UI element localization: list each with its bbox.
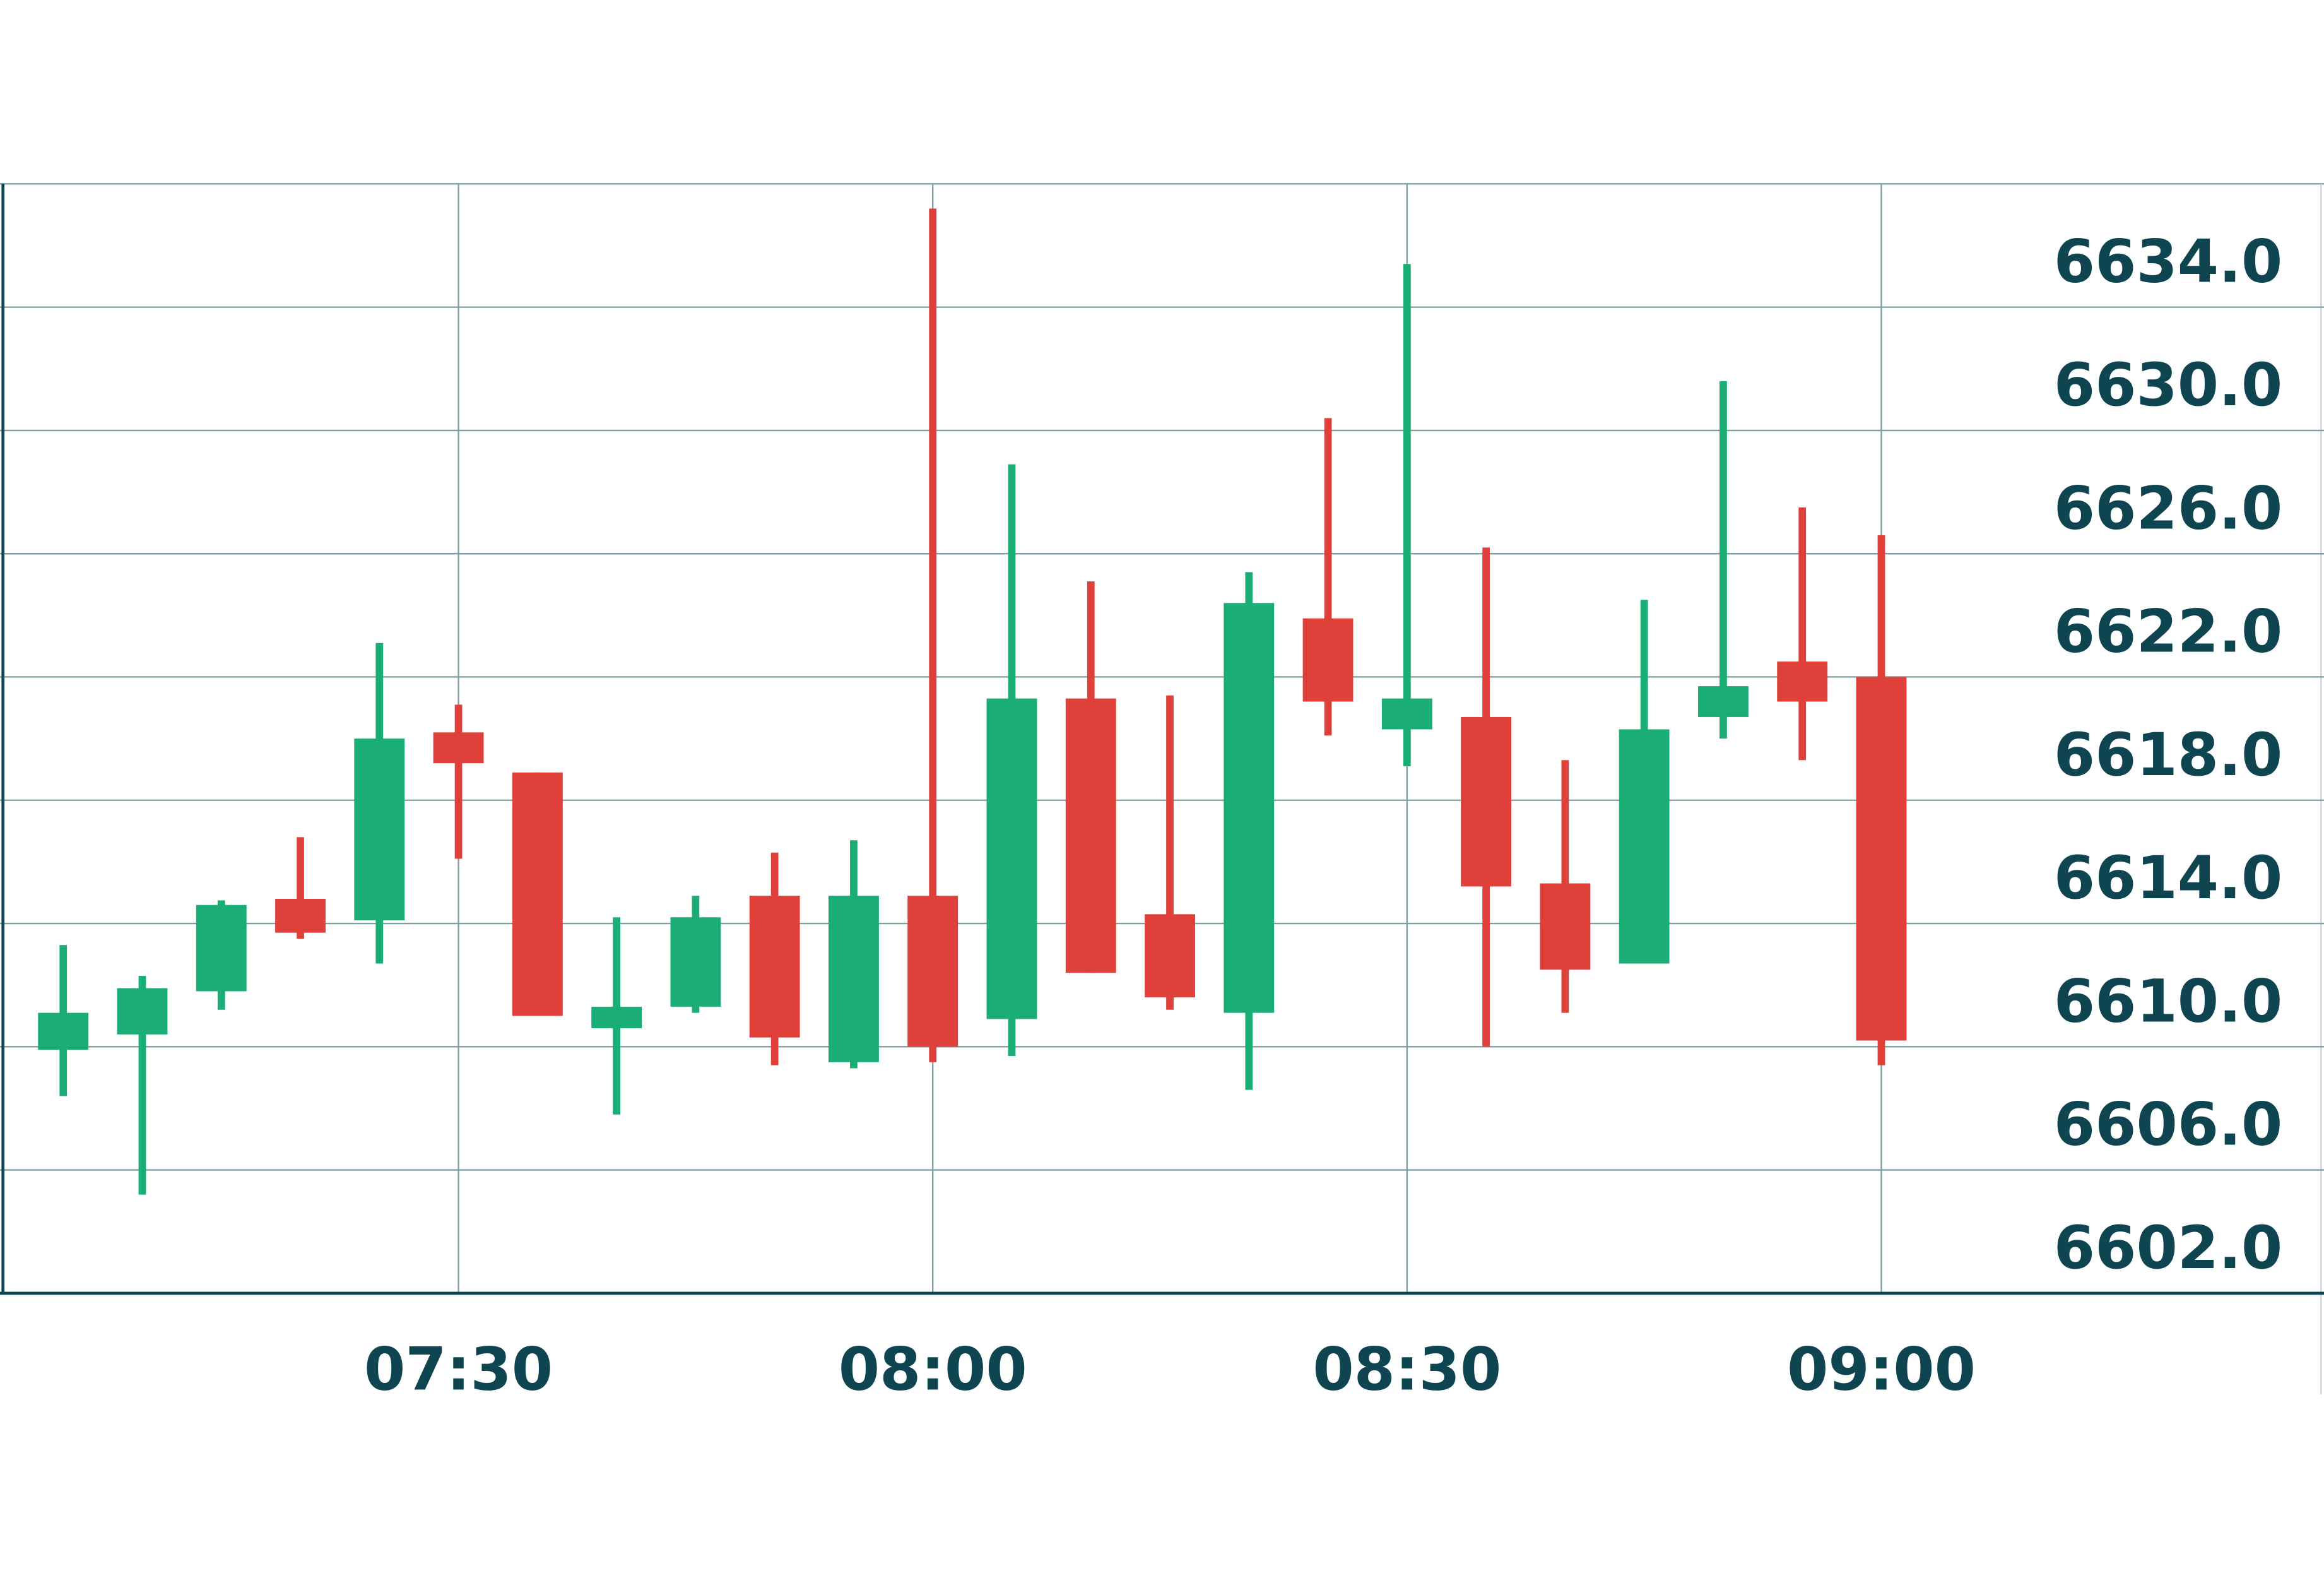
candle-body xyxy=(196,905,247,992)
candle-body xyxy=(38,1012,89,1050)
candle-body xyxy=(512,772,563,1016)
candle-body xyxy=(1461,716,1512,887)
candle-wick xyxy=(1719,381,1727,739)
candle-body xyxy=(1224,603,1275,1013)
candle-wick xyxy=(1324,418,1332,736)
y-tick-label: 6610.0 xyxy=(2054,967,2283,1036)
candle-body xyxy=(275,898,326,933)
candle-body xyxy=(1381,698,1432,730)
y-tick-label: 6606.0 xyxy=(2054,1091,2283,1160)
candle-body xyxy=(907,896,959,1047)
candle-body xyxy=(433,732,484,764)
candle-wick xyxy=(297,837,304,939)
candle-body xyxy=(1302,618,1354,702)
candle-body xyxy=(986,698,1037,1019)
x-tick-label: 08:00 xyxy=(839,1336,1027,1404)
candle-body xyxy=(1540,883,1591,970)
candle-body xyxy=(1698,686,1749,717)
candle-body xyxy=(1856,677,1907,1041)
y-tick-label: 6614.0 xyxy=(2054,844,2283,913)
x-tick-label: 09:00 xyxy=(1787,1336,1976,1404)
candle-body xyxy=(1065,698,1116,973)
y-tick-label: 6602.0 xyxy=(2054,1214,2283,1283)
candle-body xyxy=(749,896,800,1038)
candle-body xyxy=(354,739,405,921)
candle-body xyxy=(1619,729,1670,964)
candle-wick xyxy=(1166,695,1174,1010)
x-tick-label: 08:30 xyxy=(1312,1336,1501,1404)
candle-body xyxy=(117,988,168,1035)
candle-body xyxy=(591,1006,642,1029)
y-tick-label: 6626.0 xyxy=(2054,474,2283,543)
y-tick-label: 6630.0 xyxy=(2054,351,2283,420)
candle-body xyxy=(1777,661,1828,702)
candle-body xyxy=(670,917,721,1007)
y-tick-label: 6618.0 xyxy=(2054,721,2283,790)
candle-body xyxy=(1145,914,1195,998)
y-tick-label: 6622.0 xyxy=(2054,598,2283,667)
candle-wick xyxy=(1403,264,1411,767)
candle-wick xyxy=(138,976,146,1195)
x-tick-label: 07:30 xyxy=(364,1336,553,1404)
candle-body xyxy=(829,896,879,1062)
y-tick-label: 6634.0 xyxy=(2054,228,2283,297)
candle-wick xyxy=(454,704,463,859)
candle-wick xyxy=(929,208,937,1062)
candle-wick xyxy=(1798,507,1807,761)
